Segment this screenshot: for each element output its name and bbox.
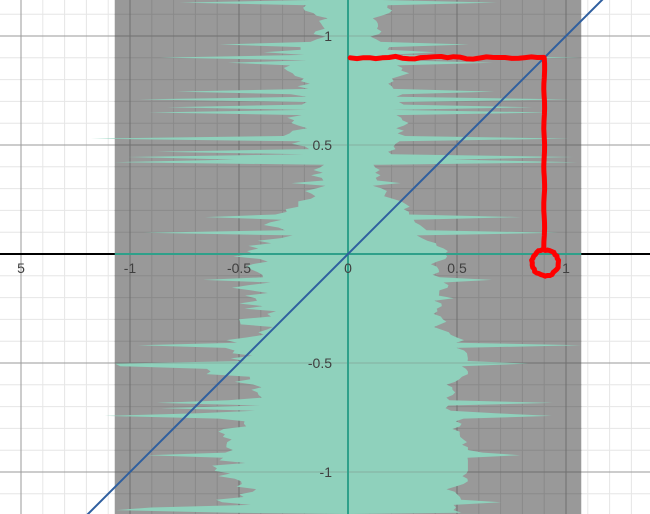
axis-tick-label: -1 — [320, 464, 332, 480]
axis-tick-label: 0 — [344, 260, 352, 276]
axis-tick-label: 1 — [562, 260, 570, 276]
axis-tick-label: 0.5 — [447, 260, 466, 276]
axis-tick-label: 0.5 — [313, 137, 332, 153]
axis-tick-label: 5 — [17, 260, 25, 276]
axis-tick-label: -0.5 — [308, 355, 332, 371]
axis-tick-label: 1 — [324, 28, 332, 44]
axis-tick-label: -0.5 — [227, 260, 251, 276]
graph-plot[interactable]: 5 -1 -0.5 0 0.5 1 1 0.5 -0.5 -1 — [0, 0, 650, 514]
axis-tick-label: -1 — [124, 260, 136, 276]
